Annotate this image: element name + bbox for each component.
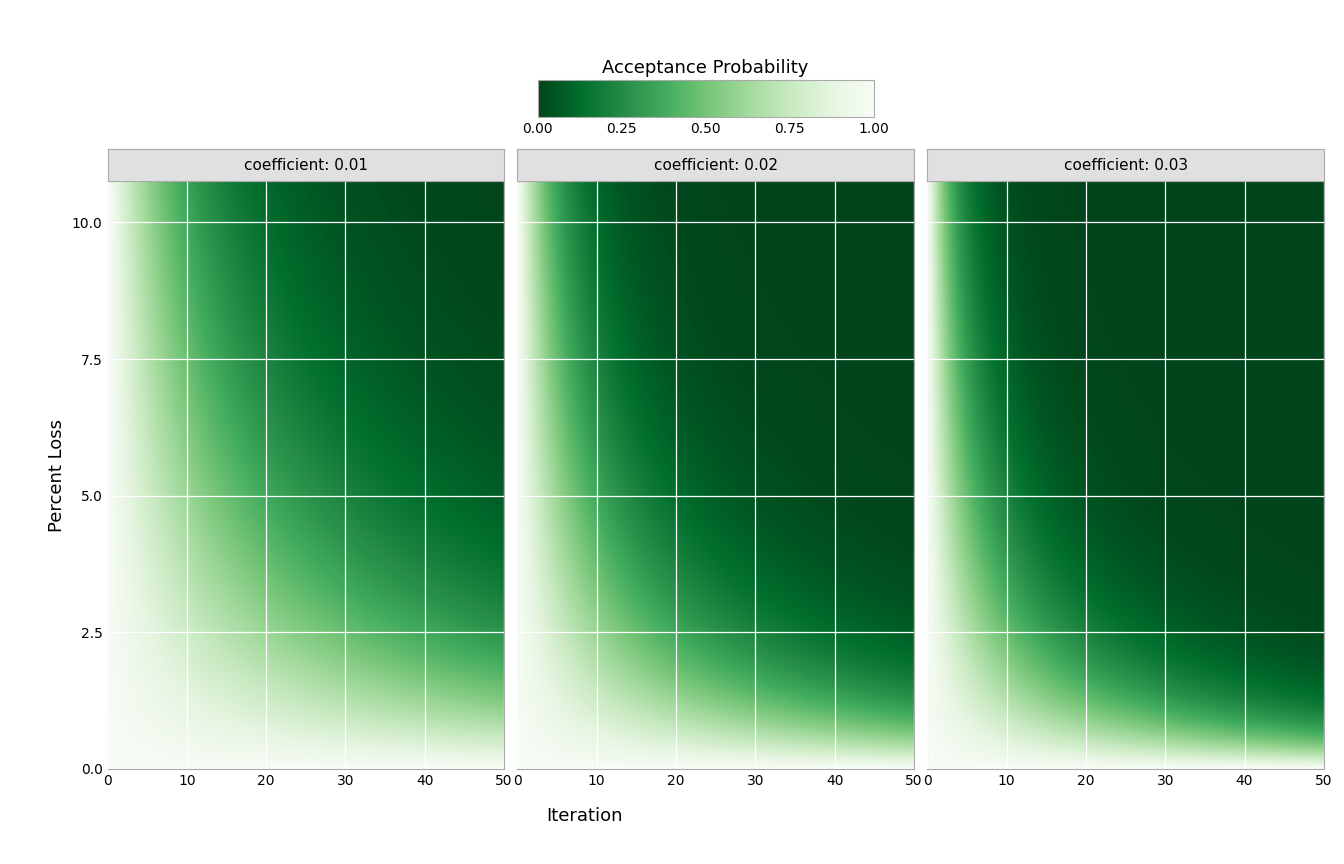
Text: coefficient: 0.01: coefficient: 0.01 — [243, 157, 368, 173]
Text: coefficient: 0.03: coefficient: 0.03 — [1063, 157, 1188, 173]
Text: Iteration: Iteration — [547, 807, 622, 825]
Text: coefficient: 0.02: coefficient: 0.02 — [653, 157, 778, 173]
Y-axis label: Percent Loss: Percent Loss — [48, 419, 66, 531]
Title: Acceptance Probability: Acceptance Probability — [602, 60, 809, 78]
